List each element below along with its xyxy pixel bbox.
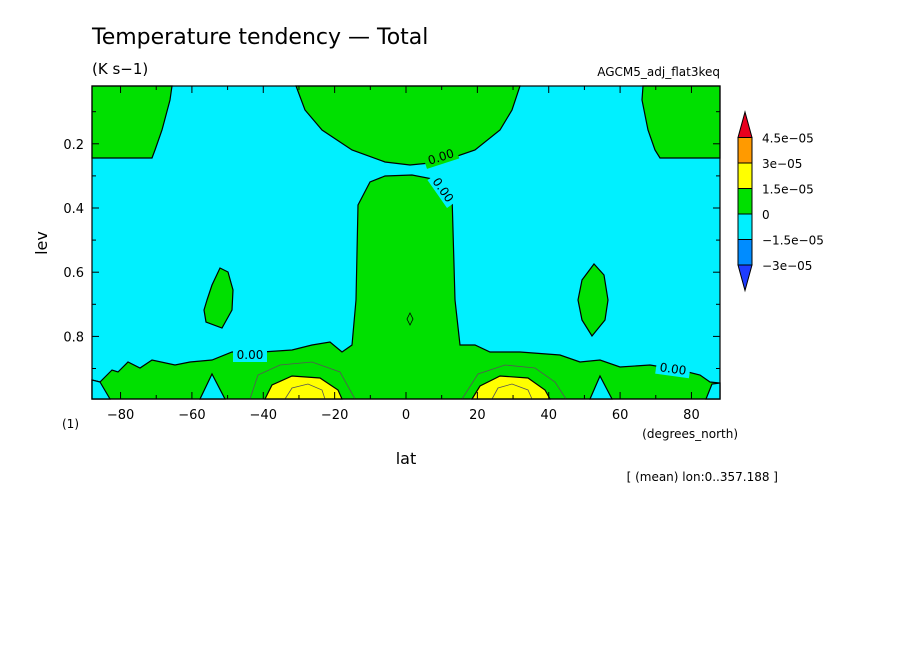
- positive-blob-right: [577, 263, 609, 338]
- dataset-label: AGCM5_adj_flat3keq: [597, 65, 720, 79]
- x-tick-label: 60: [612, 408, 629, 423]
- y-tick-label: 0.2: [63, 138, 84, 153]
- colorbar-label: 3e−05: [762, 157, 802, 171]
- x-tick-label: 40: [540, 408, 557, 423]
- contour-label-left: 0.00: [237, 348, 264, 362]
- positive-region-upper-right: [641, 85, 721, 159]
- y-tick-label: 0.4: [63, 202, 84, 217]
- x-tick-label: −60: [178, 408, 205, 423]
- contour-label-right: 0.00: [659, 360, 687, 378]
- x-tick-label: 20: [469, 408, 486, 423]
- x-tick-label: −20: [321, 408, 348, 423]
- contour-line-left-inner: [284, 383, 326, 400]
- contour-label-bg: [233, 348, 267, 362]
- positive-region-upper-center: [295, 85, 521, 166]
- colorbar-label: −3e−05: [762, 259, 812, 273]
- contour-label-bg: [422, 145, 460, 169]
- contour-label-bg: [427, 172, 459, 208]
- colorbar-label: 1.5e−05: [762, 183, 814, 197]
- x-units-label: (degrees_north): [642, 427, 738, 441]
- colorbar-swatch: [737, 137, 753, 164]
- colorbar-swatch: [737, 188, 753, 215]
- x-tick-label: 80: [683, 408, 700, 423]
- y-units-label: (1): [62, 417, 79, 431]
- colorbar-label: −1.5e−05: [762, 234, 824, 248]
- units-label: (K s−1): [92, 60, 148, 78]
- colorbar: 4.5e−05 3e−05 1.5e−05 0 −1.5e−05 −3e−05: [737, 110, 824, 293]
- contour-line-right-inner: [491, 383, 533, 400]
- contour-line-right-outer: [461, 364, 567, 400]
- colorbar-swatch: [737, 162, 753, 189]
- colorbar-swatch: [737, 239, 753, 266]
- x-tick-label: 0: [402, 408, 410, 423]
- positive-blob-left: [203, 267, 234, 329]
- contour-diamond: [406, 312, 414, 326]
- chart-title: Temperature tendency — Total: [91, 25, 428, 50]
- x-axis-label: lat: [396, 449, 417, 468]
- colorbar-label: 0: [762, 208, 770, 222]
- x-axis: −80 −60 −40 −20 0 20 40 60 80: [107, 86, 700, 423]
- contour-label-bg: [655, 359, 691, 379]
- averaging-note: [ (mean) lon:0..357.188 ]: [627, 470, 778, 484]
- y-axis-label: lev: [32, 231, 51, 255]
- colorbar-label: 4.5e−05: [762, 132, 814, 146]
- y-tick-label: 0.6: [63, 266, 84, 281]
- positive-region-upper-left: [91, 85, 173, 159]
- y-axis: 0.2 0.4 0.6 0.8: [63, 111, 720, 370]
- colorbar-swatch: [737, 213, 753, 240]
- y-tick-label: 0.8: [63, 330, 84, 345]
- colorbar-bottom-arrow: [737, 264, 753, 293]
- colorbar-top-arrow: [737, 110, 753, 138]
- contour-line-left-outer: [249, 361, 356, 400]
- x-tick-label: −80: [107, 408, 134, 423]
- plot-area: 0.00 0.00 0.00 0.00: [91, 85, 721, 400]
- x-tick-label: −40: [250, 408, 277, 423]
